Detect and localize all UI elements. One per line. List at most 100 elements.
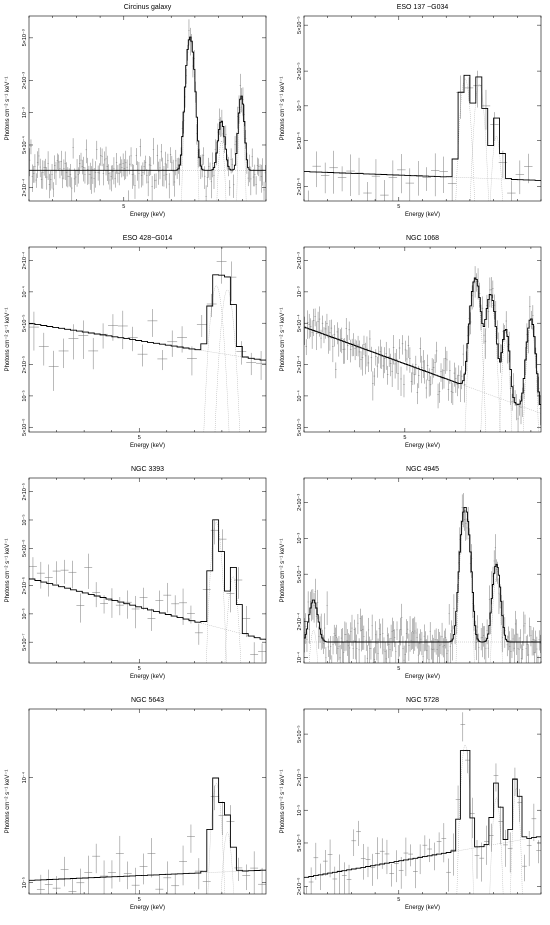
data-point	[329, 320, 331, 351]
data-point	[511, 393, 513, 411]
data-point	[242, 605, 251, 638]
data-point	[507, 180, 516, 201]
y-tick-label: 5×10⁻⁴	[296, 314, 303, 332]
data-point	[446, 638, 448, 663]
data-point	[422, 167, 431, 191]
data-point	[155, 173, 157, 189]
data-point	[171, 873, 180, 894]
data-point	[44, 564, 53, 597]
data-point	[360, 843, 366, 880]
y-tick-label: 2×10⁻⁴	[296, 612, 303, 630]
data-point	[526, 831, 532, 867]
data-point	[356, 634, 358, 663]
data-point	[100, 860, 108, 894]
data-point	[488, 585, 491, 620]
x-axis-label: Energy (keV)	[130, 443, 165, 449]
data-point	[204, 166, 206, 189]
data-point	[333, 624, 335, 644]
data-point	[54, 155, 56, 180]
data-point	[69, 163, 72, 188]
data-point	[487, 639, 489, 658]
x-tick-label: 5	[397, 666, 400, 672]
data-point	[531, 630, 533, 656]
plot-area	[29, 247, 266, 432]
data-point	[230, 148, 232, 174]
data-point	[306, 629, 308, 652]
data-point	[466, 518, 468, 540]
plot-area	[29, 19, 266, 201]
data-point	[331, 655, 333, 663]
data-point	[525, 635, 527, 663]
data-point	[356, 820, 361, 846]
data-point	[321, 315, 324, 333]
data-point	[437, 383, 439, 409]
data-point	[376, 630, 378, 661]
data-point	[529, 295, 531, 321]
data-point	[425, 379, 427, 399]
data-point	[208, 157, 210, 178]
data-point	[461, 365, 463, 390]
data-point	[312, 589, 314, 620]
data-point	[426, 639, 428, 663]
x-axis-label: Energy (keV)	[405, 905, 440, 911]
data-point	[465, 510, 467, 541]
data-point	[133, 164, 135, 186]
data-point	[98, 163, 101, 186]
line-component	[207, 783, 226, 894]
data-point	[123, 590, 132, 619]
data-point	[462, 344, 464, 367]
data-point	[71, 177, 73, 201]
data-point	[422, 350, 424, 378]
data-point	[44, 869, 53, 894]
data-point	[401, 603, 403, 636]
data-point	[439, 631, 441, 663]
data-point	[532, 627, 534, 656]
data-point	[338, 327, 340, 357]
data-point	[171, 155, 173, 172]
data-point	[307, 190, 309, 201]
data-point	[147, 309, 158, 337]
y-tick-label: 2×10⁻³	[297, 494, 303, 511]
plot-area	[304, 266, 541, 432]
data-point	[372, 648, 374, 663]
data-point	[349, 339, 352, 363]
data-point	[503, 600, 505, 634]
data-point	[128, 190, 129, 201]
data-point	[391, 359, 393, 388]
data-point	[48, 350, 59, 391]
plot-frame	[28, 708, 267, 895]
data-point	[526, 634, 528, 657]
data-point	[313, 592, 315, 623]
plot-area	[304, 70, 541, 201]
data-point	[314, 308, 316, 327]
data-point	[424, 631, 427, 651]
data-point	[421, 631, 423, 656]
data-point	[79, 155, 81, 174]
line-component	[214, 289, 241, 432]
data-point	[382, 356, 384, 379]
data-point	[75, 170, 77, 185]
y-tick-label: 10⁻⁶	[21, 608, 28, 619]
spectrum-panel: NGC 1068 5 5×10⁻⁵ 10⁻⁴ 2×10⁻⁴ 5×10⁻⁴ 10⁻³ 2×10⁻…	[275, 231, 550, 462]
data-point	[538, 630, 540, 651]
data-point	[404, 340, 407, 362]
data-point	[413, 618, 415, 654]
data-point	[111, 165, 114, 180]
data-point	[78, 320, 89, 359]
data-point	[210, 169, 213, 199]
data-point	[142, 162, 144, 186]
x-axis-label: Energy (keV)	[405, 443, 440, 449]
data-point	[51, 163, 53, 189]
y-tick-label: 5×10⁻³	[22, 29, 28, 46]
data-point	[318, 626, 320, 649]
data-point	[131, 163, 134, 189]
data-point	[52, 561, 61, 584]
data-point	[400, 366, 402, 396]
data-point	[460, 712, 466, 742]
data-point	[176, 158, 178, 179]
data-point	[110, 165, 112, 192]
y-axis-label: Photons cm⁻² s⁻¹ keV⁻¹	[5, 539, 11, 603]
plot-frame	[303, 246, 542, 433]
data-point	[346, 334, 349, 360]
data-point	[242, 864, 251, 891]
